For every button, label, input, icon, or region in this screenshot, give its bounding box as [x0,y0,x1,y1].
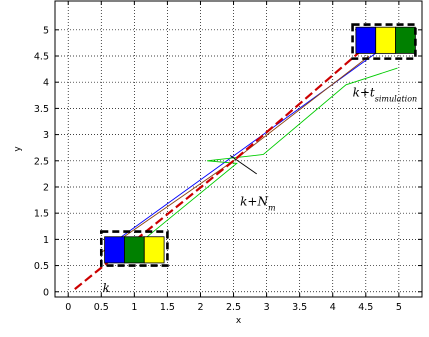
x-tick-label: 5 [396,302,402,313]
vehicle-block-0-2 [143,236,165,264]
y-tick-label: 3 [43,130,49,141]
grid [55,1,422,297]
vehicle-boxes [99,23,417,267]
series-line-0 [117,40,393,240]
annotation-subscript-1: m [268,203,276,212]
annotation-subscript-2: simulation [375,94,417,103]
y-tick-label: 1.5 [34,209,49,220]
annotations: k k+Nm k+tsimulation [103,85,418,294]
y-tick-label: 2 [43,182,49,193]
x-tick-label: 3 [264,302,270,313]
series-line-2 [101,55,370,253]
vehicle-block-1-0 [355,26,377,54]
y-tick-label: 3.5 [34,104,49,115]
y-tick-label: 4 [43,78,49,89]
vehicle-block-0-1 [124,236,145,264]
x-tick-label: 0 [65,302,71,313]
pointer-line [229,155,257,175]
vehicle-block-0-0 [104,236,125,264]
annotation-1: k+Nm [240,194,276,212]
series-line-1 [134,67,398,248]
annotation-0: k [103,281,110,295]
x-tick-label: 3.5 [292,302,307,313]
x-tick-label: 2 [197,302,203,313]
y-tick-label: 2.5 [34,156,49,167]
y-tick-label: 5 [43,25,49,36]
y-tick-label: 0.5 [34,261,49,272]
y-tick-label: 0 [43,287,49,298]
x-tick-label: 1.5 [160,302,175,313]
x-tick-label: 4 [330,302,336,313]
x-axis-label: x [236,316,242,326]
x-tick-label: 0.5 [94,302,109,313]
plot-frame [54,0,423,298]
dashed-box-1 [351,23,417,60]
vehicle-block-1-1 [375,26,396,54]
x-tick-label: 4.5 [358,302,373,313]
vehicle-block-1-2 [395,26,416,54]
x-tick-label: 2.5 [226,302,241,313]
annotation-2: k+tsimulation [353,85,418,103]
y-tick-label: 1 [43,235,49,246]
x-tick-label: 1 [131,302,137,313]
y-tick-label: 4.5 [34,52,49,63]
y-axis-label: y [13,146,23,152]
axes: 0 0.5 1 1.5 2 2.5 3 3.5 4 4.5 5 0 0.5 1 1.5 2 2.5 3 3.5 4 4.… [13,0,423,326]
dashed-box-0 [99,230,169,267]
